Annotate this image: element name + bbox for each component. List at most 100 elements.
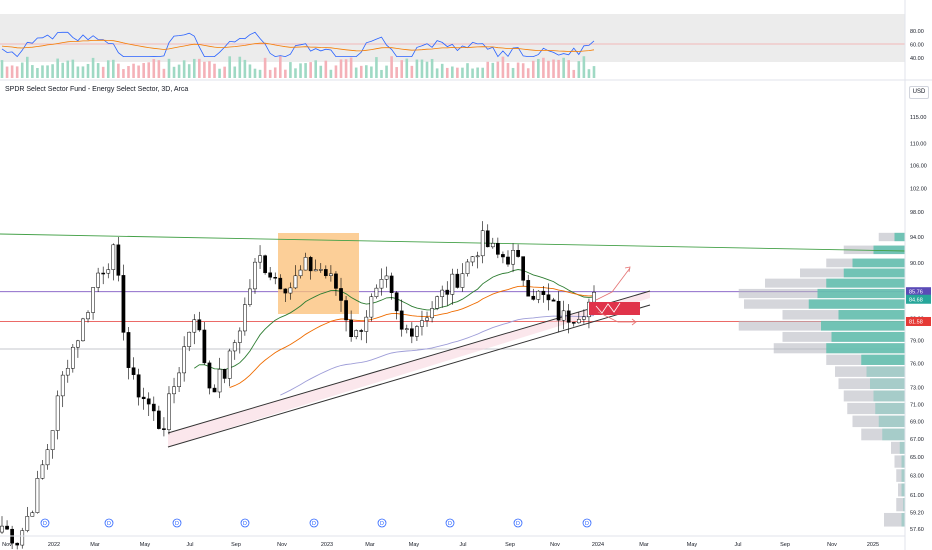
oscillator-bar: [587, 69, 591, 78]
candle-body: [394, 292, 399, 312]
oscillator-line-orange: [1, 39, 595, 52]
oscillator-bar: [208, 61, 211, 78]
candle-body: [415, 326, 419, 337]
currency-button[interactable]: USD: [909, 86, 929, 99]
oscillator-bar: [122, 69, 125, 78]
oscillator-bar: [46, 65, 49, 78]
candle-body: [187, 331, 192, 347]
oscillator-bar: [354, 67, 358, 78]
candle-body: [30, 512, 35, 517]
oscillator-bar: [137, 65, 140, 78]
dividend-marker[interactable]: [445, 518, 455, 528]
candle-body: [248, 288, 252, 305]
oscillator-bar: [547, 60, 550, 78]
time-tick-label: Jul: [186, 542, 193, 548]
time-tick-label: May: [409, 542, 420, 548]
zigzag-projection: [595, 302, 621, 314]
candle-body: [531, 295, 536, 300]
volume-profile-bar-up: [901, 455, 905, 468]
oscillator-bar: [309, 62, 312, 78]
trendline-lower[interactable]: [167, 304, 651, 448]
volume-profile-bar-up: [894, 232, 905, 242]
time-tick-label: Nov: [277, 542, 287, 548]
time-tick-label: May: [140, 542, 151, 548]
resistance-line[interactable]: [0, 233, 906, 252]
price-tick-label: 94.00: [910, 235, 924, 241]
candle-body: [288, 287, 293, 294]
candle-body: [318, 269, 323, 271]
oscillator-bar: [542, 57, 545, 78]
candle-body: [323, 269, 328, 276]
price-tick-label: 73.00: [910, 386, 924, 392]
dividend-marker[interactable]: [309, 518, 319, 528]
oscillator-bar: [147, 62, 151, 78]
oscillator-bar: [531, 60, 535, 78]
candle-body: [369, 296, 374, 318]
volume-profile-bar-up: [852, 258, 905, 268]
oscillator-bar: [182, 60, 186, 78]
candle-body: [81, 318, 85, 342]
oscillator-bar: [314, 60, 318, 78]
candle-body: [40, 464, 45, 479]
time-tick-label: Sep: [231, 542, 241, 548]
oscillator-bar: [537, 58, 540, 78]
candle-body: [536, 290, 541, 300]
candle-body: [151, 403, 156, 412]
volume-profile-bar-up: [817, 288, 905, 299]
dividend-marker[interactable]: [172, 518, 182, 528]
oscillator-bar: [198, 58, 201, 78]
candle-body: [278, 277, 283, 290]
volume-profile-bar-up: [821, 320, 905, 331]
dividend-marker[interactable]: [104, 518, 114, 528]
oscillator-bar: [567, 60, 571, 78]
candle-body: [86, 312, 90, 320]
oscillator-bar: [192, 58, 196, 78]
oscillator-bar: [5, 66, 9, 78]
candle-body: [409, 328, 414, 337]
oscillator-bar: [101, 66, 105, 78]
candle-body: [374, 287, 379, 297]
candle-body: [273, 277, 278, 279]
price-tick-label: 71.00: [910, 402, 924, 408]
candle-body: [465, 261, 470, 274]
candle-body: [470, 256, 475, 263]
oscillator-bar: [420, 59, 424, 78]
price-axis[interactable]: 57.60 59.20 61.00 63.00 65.00 67.00 69.00 71.00…: [910, 115, 927, 533]
volume-profile-bar-up: [866, 366, 905, 377]
price-tag: [906, 294, 931, 304]
time-axis[interactable]: Nov 2022 Mar May Jul Sep Nov 2023 Mar May Jul Sep No…: [2, 542, 879, 548]
dividend-marker-label: D: [380, 521, 384, 527]
dividend-marker[interactable]: [240, 518, 250, 528]
price-tick-label: 76.00: [910, 362, 924, 368]
candle-body: [566, 310, 571, 323]
oscillator-bar: [552, 59, 555, 78]
short-projection-box[interactable]: [589, 302, 640, 315]
oscillator-bar: [187, 64, 191, 78]
price-tick-label: 59.20: [910, 511, 924, 517]
chart-title: SPDR Select Sector Fund - Energy Select …: [5, 86, 189, 93]
candle-body: [55, 395, 60, 431]
candle-body: [496, 243, 500, 255]
ema-green: [194, 269, 595, 371]
candle-body: [460, 273, 465, 288]
candle-body: [283, 288, 288, 294]
dividend-marker[interactable]: [513, 518, 523, 528]
price-tick-label: 106.00: [910, 163, 927, 169]
oscillator-bar: [466, 63, 469, 78]
oscillator-bar: [329, 69, 333, 78]
oscillator-bar: [425, 61, 429, 78]
oscillator-bar: [395, 67, 398, 78]
dividend-marker[interactable]: [582, 518, 592, 528]
candle-body: [313, 269, 318, 272]
candle-body: [339, 288, 343, 301]
volume-profile-bar-up: [843, 268, 905, 278]
candle-body: [541, 290, 546, 295]
dividend-marker[interactable]: [377, 518, 387, 528]
candle-body: [131, 367, 136, 375]
oscillator-bar: [253, 68, 257, 78]
candle-body: [50, 430, 55, 450]
candle-body: [182, 346, 187, 374]
dividend-marker[interactable]: [40, 518, 50, 528]
